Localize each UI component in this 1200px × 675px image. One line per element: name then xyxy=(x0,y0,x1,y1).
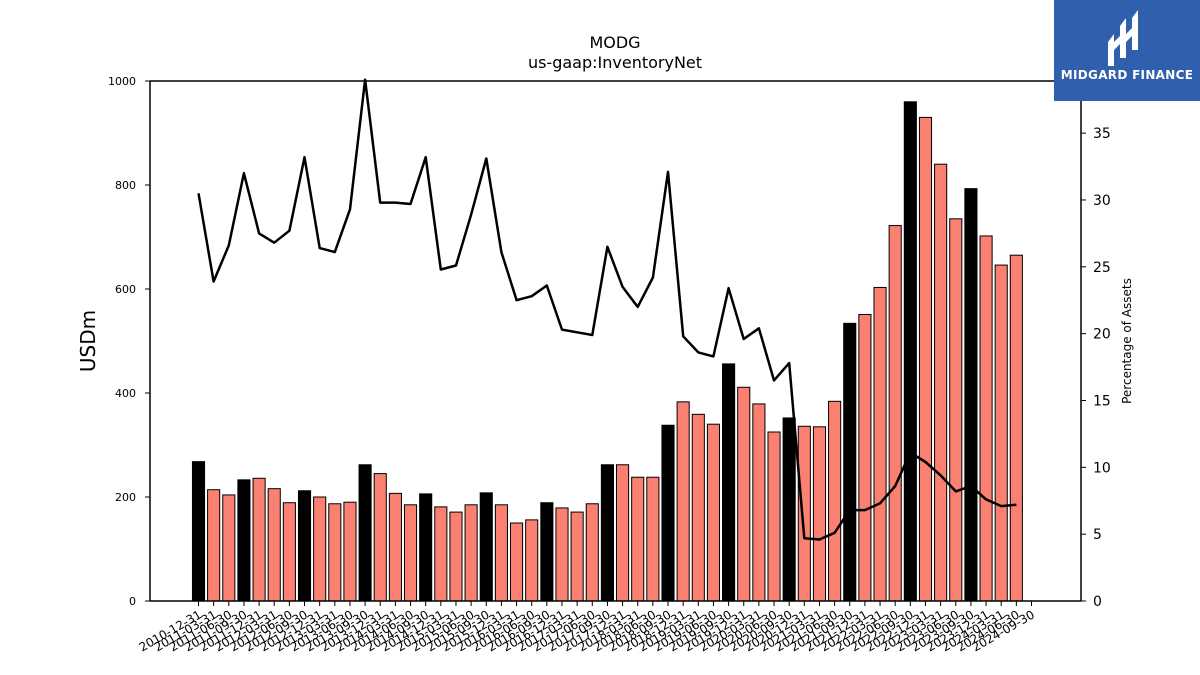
bar xyxy=(525,519,539,602)
y-tick-label: 400 xyxy=(115,387,136,400)
bar xyxy=(494,504,508,602)
bar xyxy=(858,313,872,602)
bar xyxy=(509,522,524,602)
bar xyxy=(737,386,751,602)
y2-tick-label: 20 xyxy=(1093,327,1111,343)
bar xyxy=(646,476,660,602)
bar xyxy=(873,286,887,602)
bar xyxy=(464,504,478,602)
y2-axis-label: Percentage of Assets xyxy=(1120,278,1134,404)
bar xyxy=(267,488,281,602)
percentage-line xyxy=(197,78,1017,541)
bar xyxy=(812,426,827,602)
bar xyxy=(918,116,933,602)
bar xyxy=(237,479,251,602)
bar xyxy=(373,473,387,602)
chart-title: MODG xyxy=(589,33,640,52)
bar xyxy=(358,464,372,602)
bar xyxy=(994,264,1008,602)
y2-tick-label: 35 xyxy=(1093,126,1111,142)
bar xyxy=(888,225,902,602)
y-tick-label: 0 xyxy=(129,595,136,608)
bar xyxy=(706,423,721,602)
bar xyxy=(1009,254,1023,602)
bar xyxy=(782,417,796,602)
bar xyxy=(722,363,736,602)
y-tick-label: 200 xyxy=(115,491,136,504)
bar xyxy=(555,507,569,602)
bar xyxy=(297,490,312,602)
bar xyxy=(252,477,266,602)
bar xyxy=(797,425,811,602)
bar xyxy=(631,476,645,602)
bar xyxy=(949,218,963,602)
bar xyxy=(282,502,296,602)
y2-tick-label: 15 xyxy=(1093,393,1111,409)
bar xyxy=(600,464,614,602)
bar xyxy=(388,492,402,602)
y-tick-label: 600 xyxy=(115,283,136,296)
y2-tick-label: 10 xyxy=(1093,460,1111,476)
bar xyxy=(752,403,766,602)
y-tick-label: 800 xyxy=(115,179,136,192)
bar xyxy=(207,489,221,602)
bar xyxy=(419,493,433,602)
bar xyxy=(343,501,357,602)
bar xyxy=(222,494,236,602)
y-tick-label: 1000 xyxy=(108,75,136,88)
bar xyxy=(964,188,978,602)
bar xyxy=(434,506,448,602)
bar xyxy=(191,461,206,602)
y2-tick-label: 5 xyxy=(1093,527,1102,543)
bar xyxy=(828,400,842,602)
bar xyxy=(843,322,857,602)
bar xyxy=(767,431,781,602)
y-axis-label: USDm xyxy=(76,310,100,372)
logo-text: MIDGARD FINANCE xyxy=(1060,68,1194,82)
midgard-logo-icon xyxy=(1108,10,1138,66)
bar xyxy=(616,464,630,602)
bar xyxy=(676,401,690,602)
bar xyxy=(979,235,993,602)
bar xyxy=(403,504,418,602)
bar xyxy=(328,503,342,602)
bar xyxy=(661,424,675,602)
bar xyxy=(934,163,948,602)
bar xyxy=(585,503,599,602)
bar xyxy=(479,492,493,602)
bar xyxy=(570,511,584,602)
bar xyxy=(903,101,917,602)
y2-tick-label: 30 xyxy=(1093,193,1111,209)
chart-subtitle: us-gaap:InventoryNet xyxy=(528,53,702,72)
y2-tick-label: 0 xyxy=(1093,594,1102,610)
bar xyxy=(691,413,705,602)
midgard-logo: MIDGARD FINANCE xyxy=(1054,0,1200,101)
bar xyxy=(540,502,554,602)
bar xyxy=(449,511,463,602)
bar xyxy=(313,496,327,602)
y2-tick-label: 25 xyxy=(1093,260,1111,276)
